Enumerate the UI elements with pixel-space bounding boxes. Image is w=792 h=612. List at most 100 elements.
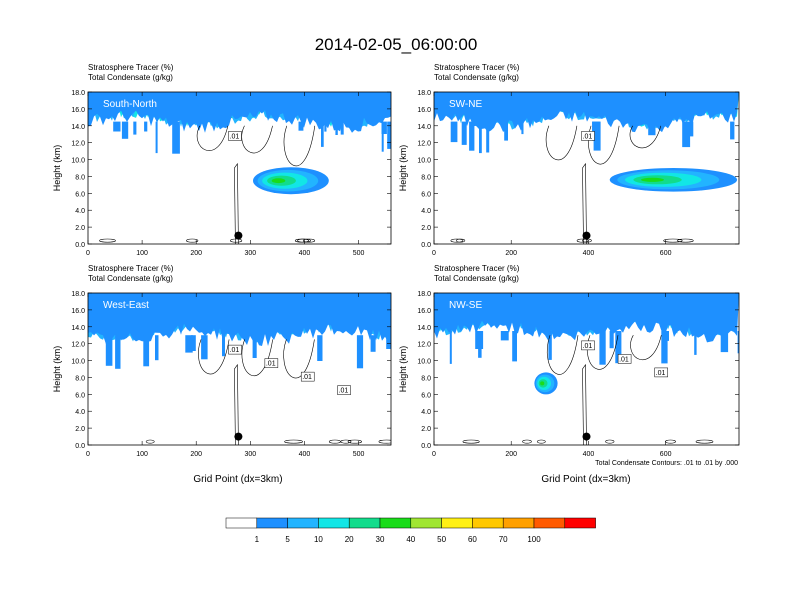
tracer-intrusion	[144, 121, 148, 132]
condensate-contour	[378, 439, 391, 444]
colorbar-label: 70	[499, 535, 508, 544]
condensate-contour	[677, 238, 694, 243]
colorbar-swatch	[379, 517, 412, 529]
x-tick-label: 100	[136, 250, 148, 257]
y-tick-label: 0.0	[421, 443, 431, 450]
x-tick-label: 400	[299, 451, 311, 458]
y-axis-label: Height (km)	[52, 346, 62, 393]
condensate-contour	[283, 125, 316, 166]
condensate-contour	[582, 162, 587, 244]
tracer-intrusion	[615, 331, 622, 364]
x-tick-label: 200	[190, 250, 202, 257]
y-tick-label: 16.0	[71, 107, 85, 114]
x-tick-label: 600	[660, 250, 672, 257]
tracer-blob	[271, 178, 286, 184]
panels: Stratosphere Tracer (%)Total Condensate …	[52, 63, 740, 458]
tracer-intrusion	[720, 331, 729, 353]
contour-label: .01	[230, 347, 240, 354]
tracer-intrusion	[609, 331, 614, 349]
y-tick-label: 18.0	[417, 90, 431, 97]
condensate-contour	[99, 238, 116, 243]
y-tick-label: 18.0	[71, 291, 85, 298]
condensate-contour	[196, 125, 229, 151]
tracer-intrusion	[500, 331, 509, 341]
colorbar-swatch	[533, 517, 566, 529]
condensate-contour	[629, 125, 662, 149]
condensate-contour	[241, 339, 273, 377]
contour-label: .01	[583, 343, 593, 350]
x-axis-label-left: Grid Point (dx=3km)	[193, 474, 282, 485]
panel-header-tracer: Stratosphere Tracer (%)	[88, 264, 174, 273]
contour-label: .01	[583, 133, 593, 140]
y-tick-label: 0.0	[421, 242, 431, 249]
colorbar-label: 1	[255, 535, 260, 544]
plot-area	[434, 92, 739, 244]
tracer-intrusion	[449, 331, 452, 364]
tracer-blob	[540, 381, 545, 386]
x-tick-label: 0	[86, 451, 90, 458]
y-axis-label: Height (km)	[398, 346, 408, 393]
colorbar-label: 5	[285, 535, 290, 544]
plot-frame	[87, 91, 392, 245]
y-tick-label: 16.0	[417, 107, 431, 114]
contour-label-box	[581, 340, 595, 351]
tracer-intrusion	[475, 331, 484, 349]
y-tick-label: 4.0	[421, 208, 431, 215]
tracer-intrusion	[201, 335, 208, 360]
y-tick-label: 14.0	[417, 124, 431, 131]
y-tick-label: 6.0	[75, 191, 85, 198]
tracer-intrusion	[191, 335, 196, 351]
condensate-contour	[630, 335, 662, 360]
panel-header-condensate: Total Condensate (g/kg)	[434, 274, 519, 283]
y-tick-label: 10.0	[71, 158, 85, 165]
y-tick-label: 16.0	[417, 308, 431, 315]
condensate-contour	[186, 238, 199, 243]
tracer-intrusion	[593, 121, 601, 151]
condensate-contour	[283, 339, 315, 379]
y-tick-label: 6.0	[421, 191, 431, 198]
tracer-intrusion	[133, 121, 137, 135]
colorbar-swatch	[287, 517, 319, 529]
y-tick-label: 4.0	[75, 208, 85, 215]
y-tick-label: 16.0	[71, 308, 85, 315]
tracer-intrusion	[185, 335, 193, 353]
condensate-contour	[462, 439, 480, 444]
x-tick-label: 400	[583, 250, 595, 257]
location-marker	[582, 231, 591, 240]
contour-label-box	[264, 358, 279, 368]
tracer-intrusion	[386, 335, 391, 349]
y-tick-label: 6.0	[75, 392, 85, 399]
tracer-band	[434, 92, 739, 133]
condensate-contour	[198, 339, 230, 375]
condensate-contour	[536, 439, 546, 444]
location-marker	[234, 432, 243, 441]
contour-label-box	[228, 131, 242, 141]
y-tick-label: 12.0	[71, 342, 85, 349]
panel-header-condensate: Total Condensate (g/kg)	[88, 73, 173, 82]
y-tick-label: 18.0	[71, 90, 85, 97]
y-tick-label: 12.0	[71, 141, 85, 148]
condensate-contour	[234, 162, 239, 244]
condensate-contour	[695, 439, 714, 444]
x-tick-label: 200	[190, 451, 202, 458]
colorbar-label: 40	[406, 535, 415, 544]
tracer-intrusion	[222, 335, 225, 357]
y-tick-label: 8.0	[421, 375, 431, 382]
colorbar-swatch	[502, 517, 535, 529]
y-tick-label: 4.0	[75, 409, 85, 416]
condensate-contour	[582, 363, 587, 445]
colorbar-swatch	[410, 517, 442, 529]
panel-header-tracer: Stratosphere Tracer (%)	[434, 264, 520, 273]
panel-header-condensate: Total Condensate (g/kg)	[434, 73, 519, 82]
tracer-intrusion	[387, 121, 391, 149]
tracer-intrusion	[469, 121, 475, 151]
condensate-contour	[663, 238, 683, 243]
tracer-intrusion	[113, 121, 121, 132]
y-axis-label: Height (km)	[398, 145, 408, 192]
condensate-contour	[347, 439, 362, 444]
colorbar-swatch	[256, 517, 288, 529]
condensate-contour	[328, 439, 341, 444]
condensate-contour	[234, 363, 239, 445]
condensate-contour	[230, 238, 243, 243]
